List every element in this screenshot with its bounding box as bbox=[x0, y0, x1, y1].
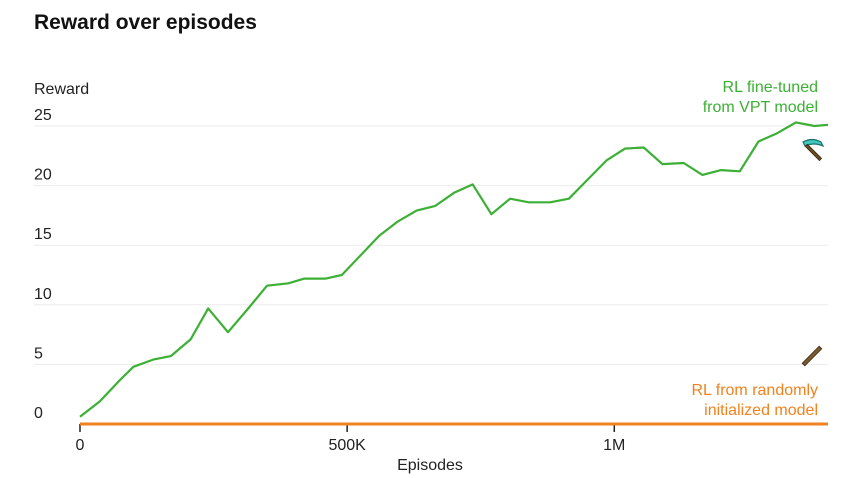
series-lines bbox=[79, 121, 829, 426]
x-tick-label: 1M bbox=[603, 437, 625, 454]
series-label-1-1: initialized model bbox=[704, 402, 818, 419]
series-labels: RL fine-tuned from VPT model RL from rando… bbox=[691, 79, 818, 419]
chart-title: Reward over episodes bbox=[34, 11, 257, 34]
y-tick-label: 20 bbox=[34, 167, 52, 184]
y-tick-label: 15 bbox=[34, 226, 52, 243]
y-tick-labels: 0 5 10 15 20 25 bbox=[34, 107, 52, 422]
series-label-0-0: RL fine-tuned bbox=[723, 79, 818, 96]
wooden-pickaxe-icon bbox=[801, 345, 823, 367]
diamond-pickaxe-icon bbox=[802, 138, 825, 162]
series-label-0-1: from VPT model bbox=[703, 99, 818, 116]
x-tick-label: 0 bbox=[76, 437, 85, 454]
series-line-0 bbox=[79, 121, 829, 418]
y-tick-label: 25 bbox=[34, 107, 52, 124]
x-axis-label: Episodes bbox=[397, 457, 463, 474]
y-tick-label: 5 bbox=[34, 345, 43, 362]
y-axis-label: Reward bbox=[34, 81, 89, 98]
series-label-1-0: RL from randomly bbox=[691, 382, 818, 399]
y-tick-label: 10 bbox=[34, 286, 52, 303]
y-tick-label: 0 bbox=[34, 405, 43, 422]
gridlines bbox=[34, 125, 828, 365]
x-tick-label: 500K bbox=[328, 437, 366, 454]
x-tick-marks: 0 500K 1M bbox=[76, 424, 625, 454]
